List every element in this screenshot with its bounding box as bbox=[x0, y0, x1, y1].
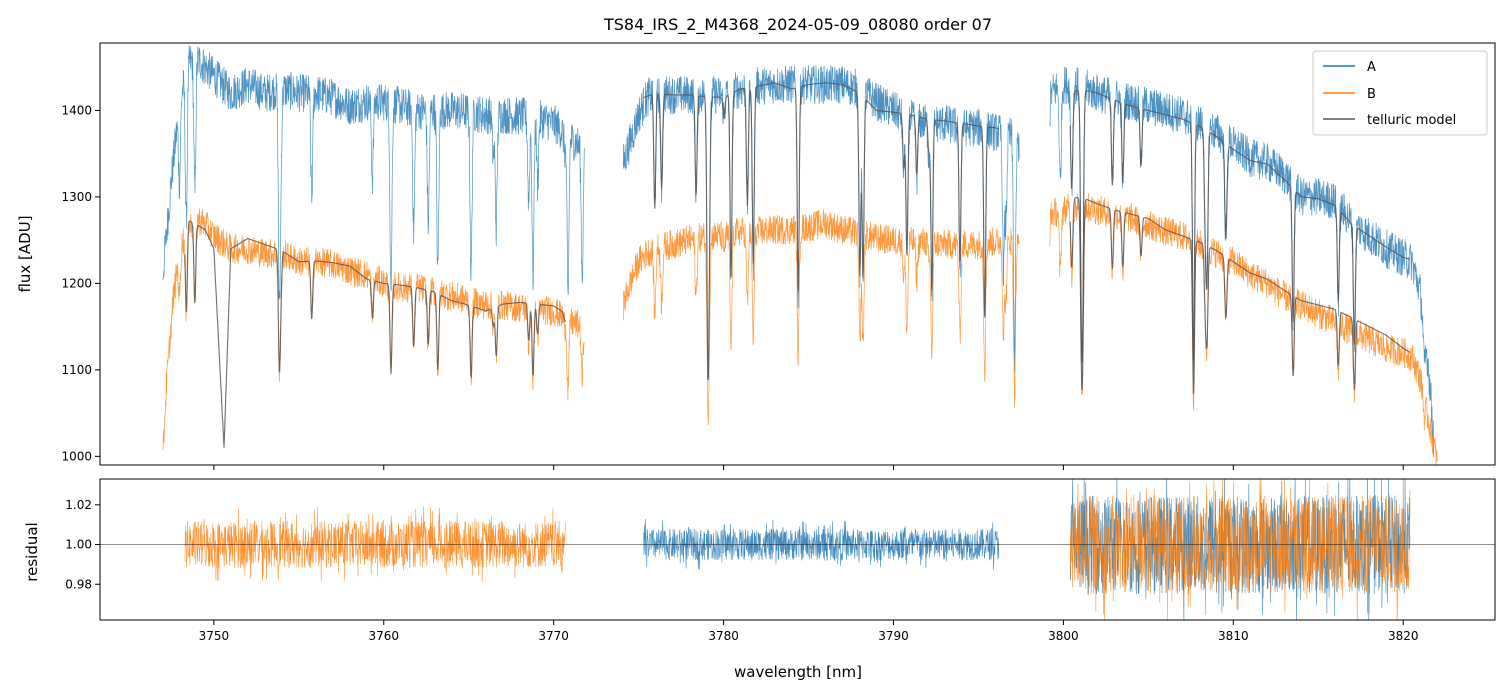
legend: A B telluric model bbox=[1312, 50, 1488, 136]
legend-label-telluric: telluric model bbox=[1367, 113, 1456, 128]
x-tick-label: 3760 bbox=[368, 629, 399, 643]
x-axis-label: wavelength [nm] bbox=[734, 663, 862, 681]
residual-trace-a-segment-0 bbox=[643, 519, 1000, 570]
residual-y-ticks: 0.98 1.00 1.02 bbox=[65, 498, 100, 591]
flux-trace-telluric-model-segment-0 bbox=[184, 220, 567, 448]
x-tick-label: 3800 bbox=[1048, 629, 1079, 643]
residual-axes-frame bbox=[99, 478, 1496, 621]
flux-series-group bbox=[162, 45, 1438, 465]
flux-y-tick-label: 1200 bbox=[61, 276, 92, 290]
flux-trace-telluric-model-segment-3 bbox=[1069, 89, 1411, 363]
flux-y-axis-label: flux [ADU] bbox=[16, 215, 34, 292]
flux-axes-frame bbox=[99, 42, 1496, 466]
flux-trace-a-segment-1 bbox=[622, 65, 1020, 379]
x-tick-label: 3790 bbox=[878, 629, 909, 643]
residual-y-tick-label: 1.02 bbox=[65, 498, 92, 512]
x-tick-label: 3750 bbox=[199, 629, 230, 643]
flux-y-tick-label: 1000 bbox=[61, 449, 92, 463]
residual-trace-b-segment-0 bbox=[184, 506, 566, 582]
flux-trace-b-segment-0 bbox=[162, 208, 585, 451]
legend-box bbox=[1312, 50, 1488, 136]
chart-title: TS84_IRS_2_M4368_2024-05-09_08080 order … bbox=[603, 15, 992, 35]
residual-y-tick-label: 0.98 bbox=[65, 577, 92, 591]
x-tick-label: 3820 bbox=[1388, 629, 1419, 643]
residual-y-tick-label: 1.00 bbox=[65, 538, 92, 552]
residual-trace-b-segment-1 bbox=[1069, 479, 1411, 620]
flux-trace-a-segment-0 bbox=[162, 45, 585, 300]
flux-trace-b-segment-2 bbox=[1049, 193, 1438, 465]
residual-panel: 0.98 1.00 1.02 3750 3760 3770 3780 3790 3800 381… bbox=[23, 478, 1496, 643]
residual-y-axis-label: residual bbox=[23, 522, 41, 581]
flux-trace-b-segment-1 bbox=[622, 209, 1020, 426]
flux-y-tick-label: 1300 bbox=[61, 190, 92, 204]
flux-panel: 1000 1100 1200 1300 1400 flux [ADU] A B tell… bbox=[16, 42, 1496, 470]
flux-y-tick-label: 1400 bbox=[61, 103, 92, 117]
flux-trace-telluric-model-segment-2 bbox=[1069, 196, 1411, 395]
flux-y-ticks: 1000 1100 1200 1300 1400 bbox=[61, 103, 100, 463]
flux-y-tick-label: 1100 bbox=[61, 363, 92, 377]
flux-trace-telluric-model-segment-1 bbox=[643, 82, 1000, 381]
residual-series-group bbox=[184, 479, 1411, 620]
legend-label-a: A bbox=[1367, 60, 1376, 75]
flux-x-ticks bbox=[213, 465, 1404, 470]
x-tick-label: 3780 bbox=[708, 629, 739, 643]
residual-x-ticks: 3750 3760 3770 3780 3790 3800 3810 3820 bbox=[199, 620, 1419, 643]
x-tick-label: 3770 bbox=[538, 629, 569, 643]
legend-label-b: B bbox=[1367, 87, 1376, 102]
x-tick-label: 3810 bbox=[1218, 629, 1249, 643]
